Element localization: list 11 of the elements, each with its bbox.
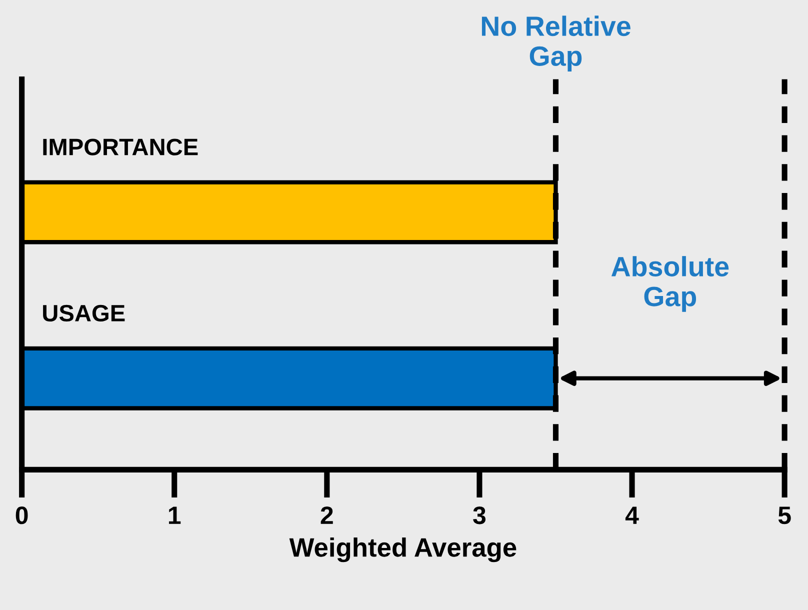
x-axis-title: Weighted Average — [289, 537, 516, 562]
annotation: Absolute Gap — [611, 256, 729, 312]
x-tick-label: 1 — [168, 506, 181, 524]
ref-line-label: No Relative Gap — [482, 16, 630, 72]
y-tick-label: IMPORTANCE — [43, 138, 198, 156]
x-tick-label: 4 — [625, 506, 639, 524]
x-tick-label: 0 — [16, 506, 28, 524]
x-tick-label: 3 — [473, 506, 486, 524]
x-tick-label: 2 — [320, 506, 333, 524]
y-tick-label: USAGE — [43, 304, 125, 322]
x-tick-label: 5 — [778, 506, 791, 524]
